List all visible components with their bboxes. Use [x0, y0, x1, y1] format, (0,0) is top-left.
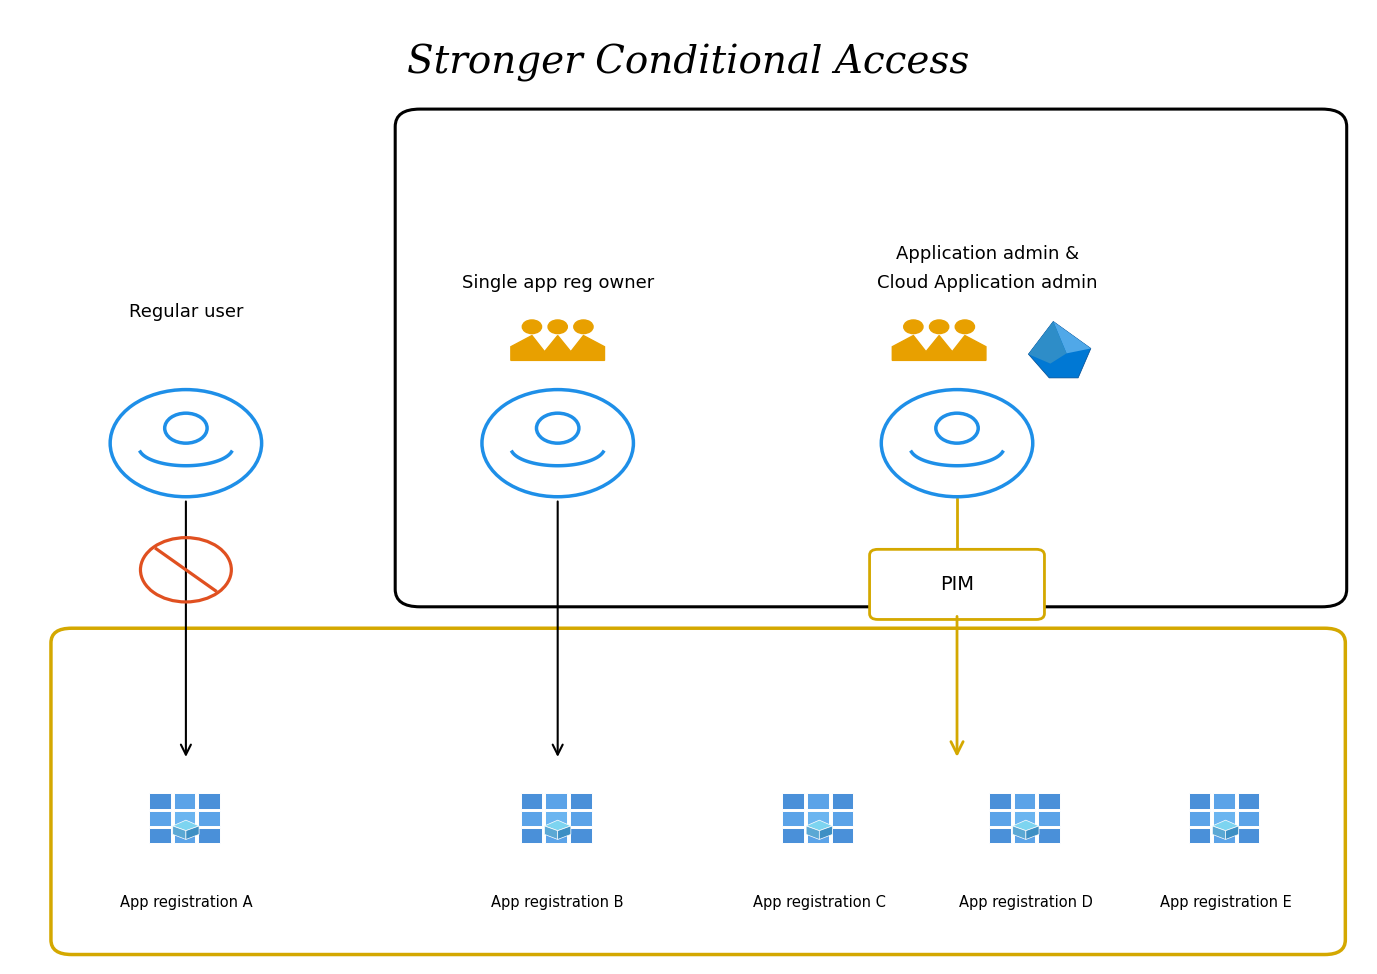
FancyBboxPatch shape — [570, 810, 592, 826]
Polygon shape — [892, 335, 986, 360]
FancyBboxPatch shape — [782, 794, 804, 808]
FancyBboxPatch shape — [782, 828, 804, 843]
FancyBboxPatch shape — [1213, 828, 1235, 843]
FancyBboxPatch shape — [989, 794, 1011, 808]
Text: Application admin &: Application admin & — [896, 245, 1078, 263]
Polygon shape — [1053, 321, 1091, 354]
Text: Stronger Conditional Access: Stronger Conditional Access — [408, 44, 969, 83]
FancyBboxPatch shape — [1038, 828, 1060, 843]
FancyBboxPatch shape — [545, 794, 567, 808]
Text: App registration A: App registration A — [120, 895, 252, 911]
FancyBboxPatch shape — [1188, 794, 1210, 808]
Text: App registration D: App registration D — [958, 895, 1093, 911]
FancyBboxPatch shape — [1213, 794, 1235, 808]
FancyBboxPatch shape — [1213, 810, 1235, 826]
FancyBboxPatch shape — [198, 828, 220, 843]
Text: App registration B: App registration B — [492, 895, 624, 911]
Circle shape — [574, 319, 593, 333]
FancyBboxPatch shape — [1038, 794, 1060, 808]
Polygon shape — [1212, 820, 1239, 831]
Circle shape — [956, 319, 975, 333]
Circle shape — [522, 319, 541, 333]
Text: Cloud Application admin: Cloud Application admin — [877, 275, 1097, 292]
Polygon shape — [1029, 321, 1091, 378]
Text: App registration C: App registration C — [753, 895, 885, 911]
Text: App registration E: App registration E — [1159, 895, 1292, 911]
FancyBboxPatch shape — [521, 810, 543, 826]
FancyBboxPatch shape — [395, 109, 1347, 607]
Polygon shape — [1212, 826, 1226, 840]
FancyBboxPatch shape — [521, 828, 543, 843]
Polygon shape — [806, 826, 819, 840]
FancyBboxPatch shape — [989, 810, 1011, 826]
FancyBboxPatch shape — [545, 828, 567, 843]
FancyBboxPatch shape — [1013, 828, 1036, 843]
FancyBboxPatch shape — [1188, 828, 1210, 843]
FancyBboxPatch shape — [149, 794, 171, 808]
Polygon shape — [172, 820, 200, 831]
FancyBboxPatch shape — [1238, 810, 1260, 826]
FancyBboxPatch shape — [1013, 810, 1036, 826]
FancyBboxPatch shape — [807, 810, 829, 826]
Circle shape — [929, 319, 949, 333]
FancyBboxPatch shape — [570, 828, 592, 843]
FancyBboxPatch shape — [870, 549, 1044, 619]
FancyBboxPatch shape — [174, 794, 196, 808]
FancyBboxPatch shape — [1238, 828, 1260, 843]
FancyBboxPatch shape — [782, 810, 804, 826]
Circle shape — [548, 319, 567, 333]
Polygon shape — [511, 335, 605, 360]
FancyBboxPatch shape — [174, 810, 196, 826]
FancyBboxPatch shape — [1038, 810, 1060, 826]
FancyBboxPatch shape — [51, 628, 1345, 955]
Text: PIM: PIM — [940, 575, 974, 594]
Polygon shape — [1012, 826, 1026, 840]
Polygon shape — [1026, 826, 1040, 840]
FancyBboxPatch shape — [149, 810, 171, 826]
Polygon shape — [558, 826, 571, 840]
Polygon shape — [544, 820, 571, 831]
FancyBboxPatch shape — [1188, 810, 1210, 826]
FancyBboxPatch shape — [989, 828, 1011, 843]
FancyBboxPatch shape — [832, 810, 854, 826]
Polygon shape — [186, 826, 200, 840]
FancyBboxPatch shape — [807, 794, 829, 808]
Polygon shape — [172, 826, 186, 840]
Text: Single app reg owner: Single app reg owner — [461, 275, 654, 292]
FancyBboxPatch shape — [832, 794, 854, 808]
Polygon shape — [1029, 321, 1067, 363]
Polygon shape — [1226, 826, 1239, 840]
FancyBboxPatch shape — [149, 828, 171, 843]
FancyBboxPatch shape — [545, 810, 567, 826]
FancyBboxPatch shape — [1238, 794, 1260, 808]
Polygon shape — [544, 826, 558, 840]
Circle shape — [903, 319, 923, 333]
FancyBboxPatch shape — [198, 794, 220, 808]
Polygon shape — [806, 820, 833, 831]
Text: Regular user: Regular user — [128, 304, 244, 321]
FancyBboxPatch shape — [174, 828, 196, 843]
FancyBboxPatch shape — [570, 794, 592, 808]
FancyBboxPatch shape — [521, 794, 543, 808]
FancyBboxPatch shape — [807, 828, 829, 843]
Polygon shape — [819, 826, 833, 840]
FancyBboxPatch shape — [1013, 794, 1036, 808]
FancyBboxPatch shape — [832, 828, 854, 843]
FancyBboxPatch shape — [198, 810, 220, 826]
Polygon shape — [1012, 820, 1040, 831]
